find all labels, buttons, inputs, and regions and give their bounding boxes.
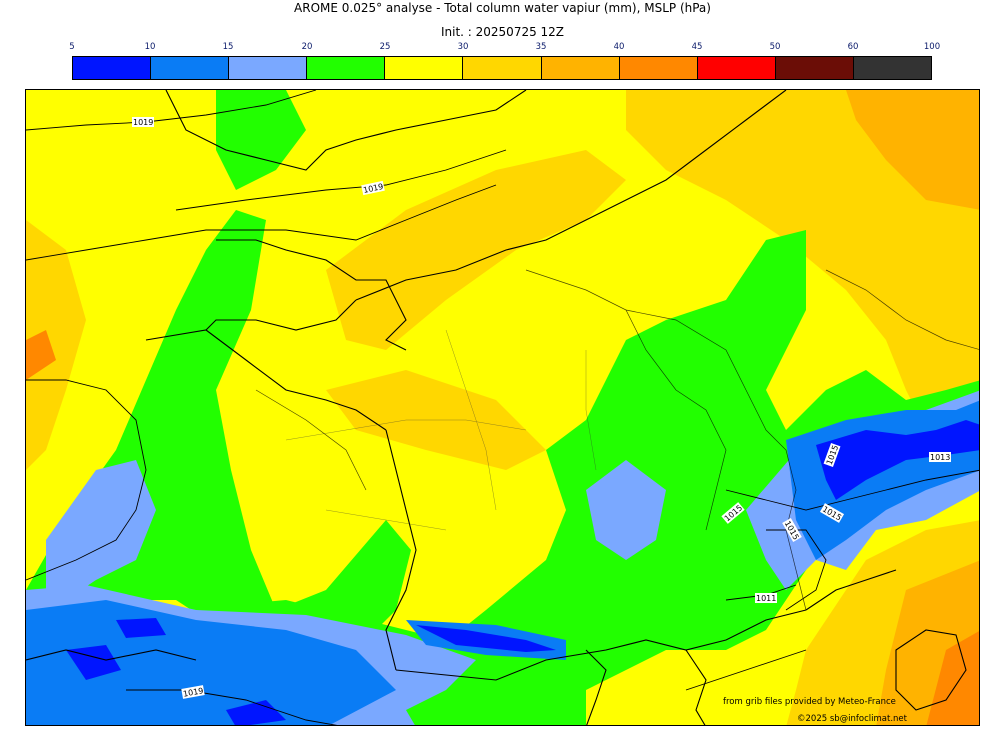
isobars	[26, 90, 979, 725]
colorbar-segment	[229, 57, 308, 79]
colorbar-tick: 50	[769, 42, 781, 52]
field-orange-w	[26, 330, 56, 380]
colorbar-tick: 15	[222, 42, 234, 52]
field-gold-ne	[626, 90, 979, 470]
field-gold-west	[26, 220, 86, 470]
colorbar-tick: 100	[923, 42, 941, 52]
copyright-credit: ©2025 sb@infoclimat.net	[797, 714, 907, 724]
field-deepblue-pyr	[416, 625, 556, 652]
colorbar-segment	[853, 57, 932, 79]
borders	[255, 269, 979, 611]
field-deepblue-alps	[816, 420, 979, 500]
field-lightblue-west	[46, 460, 156, 600]
field-green-channel	[216, 90, 306, 190]
colorbar-tick: 45	[691, 42, 703, 52]
isobar-label: 1019	[182, 686, 204, 698]
colorbar-segment	[697, 57, 776, 79]
colorbar-tick: 10	[144, 42, 156, 52]
field-deepblue-sw3	[116, 618, 166, 638]
field-orange-ne	[846, 90, 979, 210]
colorbar-tick-labels: 5 10 15 20 25 30 35 40 45 50 60 100	[0, 42, 1005, 54]
colorbar-segment	[775, 57, 854, 79]
regional-lines	[285, 329, 597, 531]
colorbar-segment	[73, 57, 152, 79]
map-title: AROME 0.025° analyse - Total column wate…	[294, 1, 711, 15]
colorbar-tick: 35	[535, 42, 547, 52]
colorbar-segment	[385, 57, 464, 79]
colorbar-tick: 40	[613, 42, 625, 52]
field-blue-south	[26, 600, 396, 725]
field-orange-se2	[926, 631, 979, 725]
colorbar-segment	[307, 57, 386, 79]
field-gold-band	[326, 150, 626, 350]
isobar-label: 1019	[133, 118, 153, 127]
colorbar-segment	[463, 57, 542, 79]
colorbar-segment	[151, 57, 230, 79]
colorbar-tick: 30	[457, 42, 469, 52]
colorbar-tick: 25	[379, 42, 391, 52]
colorbar-tick: 20	[301, 42, 313, 52]
colorbar-segment	[619, 57, 698, 79]
field-lightblue-rhone	[586, 460, 666, 560]
isobar-labels: 1019 1019 1019 1015 1015 1015 1015 1013 …	[132, 117, 951, 699]
colorbar-tick: 60	[847, 42, 859, 52]
water-vapour-map: 1019 1019 1019 1015 1015 1015 1015 1013 …	[25, 89, 980, 726]
data-source-credit: from grib files provided by Meteo-France	[723, 697, 896, 707]
init-time: Init. : 20250725 12Z	[440, 25, 565, 39]
colorbar	[72, 56, 932, 80]
colorbar-segment	[541, 57, 620, 79]
isobar-label: 1013	[930, 453, 950, 462]
isobar-label: 1019	[362, 182, 384, 195]
field-deepblue-sw2	[226, 700, 286, 725]
isobar-label: 1011	[756, 594, 776, 603]
field-green-east	[416, 230, 979, 725]
coastlines	[26, 90, 967, 725]
colorbar-tick: 5	[69, 42, 75, 52]
